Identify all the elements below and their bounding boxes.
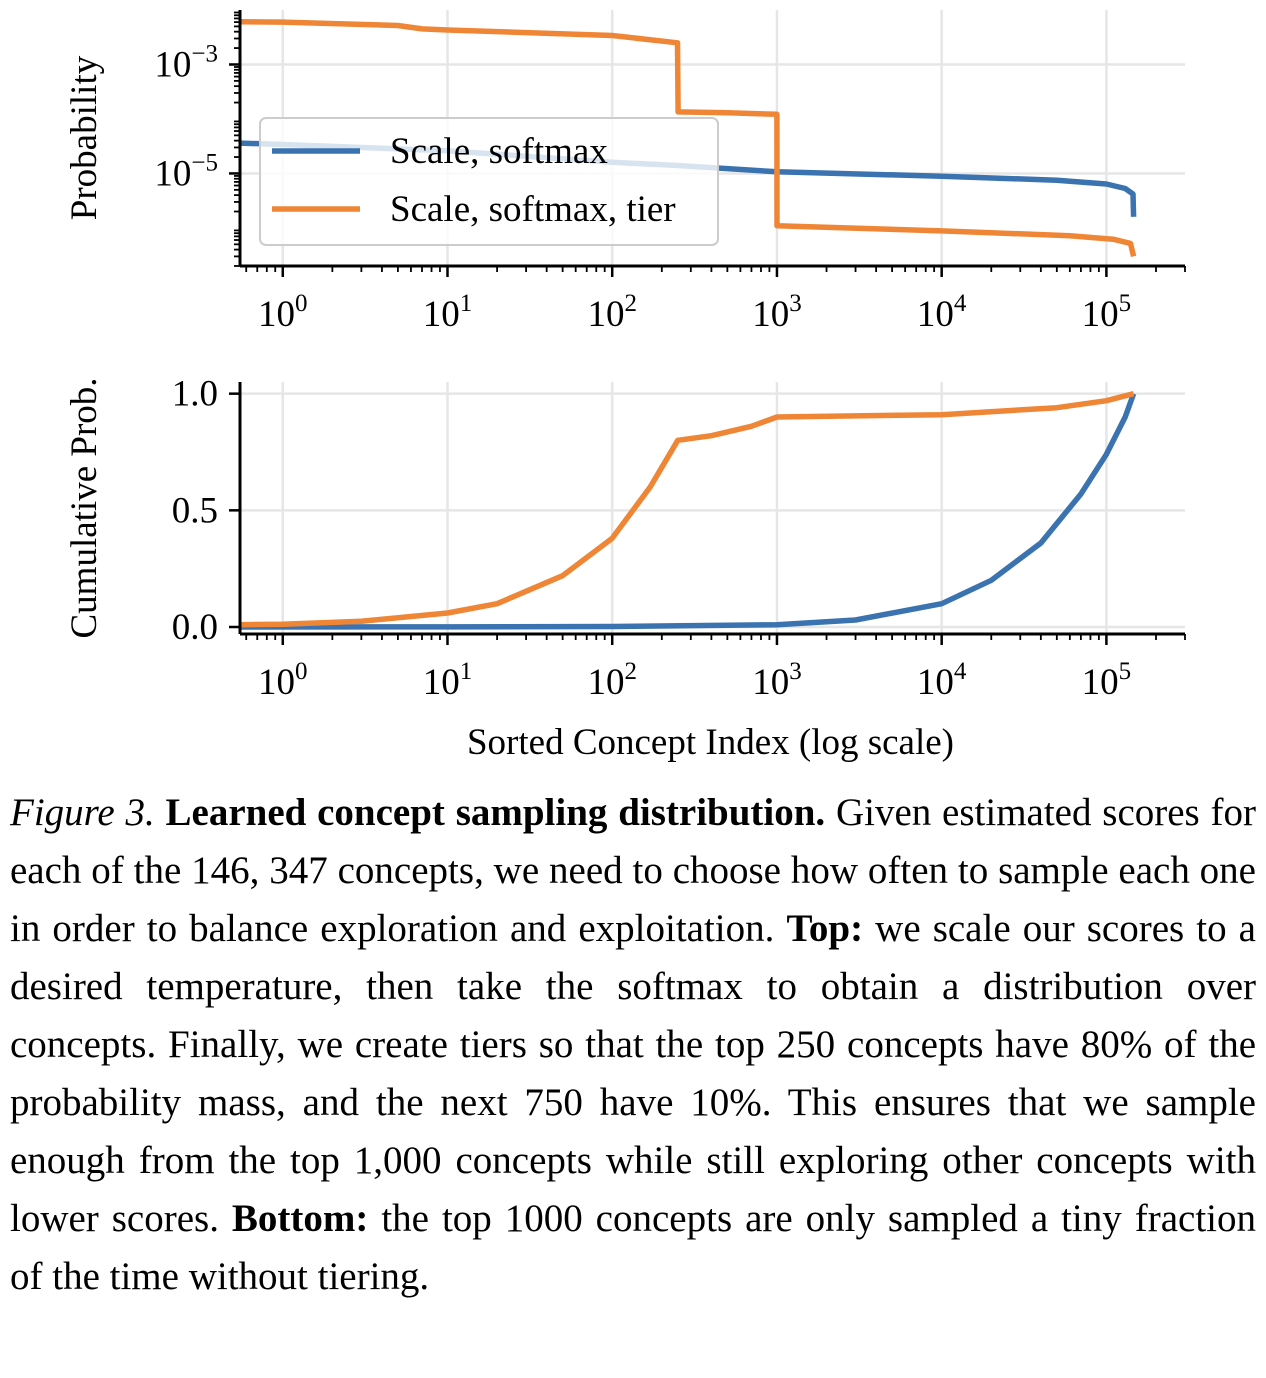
caption-bottom-label: Bottom: xyxy=(231,1197,369,1240)
figure-caption: Figure 3. Learned concept sampling distr… xyxy=(10,784,1256,1306)
legend-box xyxy=(259,117,719,246)
caption-figure-label: Figure 3. xyxy=(10,791,155,834)
x-tick-label: 100 xyxy=(258,290,308,335)
series-line-scale-softmax xyxy=(240,392,1137,630)
y-tick-label: 10−5 xyxy=(154,149,218,194)
x-tick-label: 104 xyxy=(917,290,967,335)
bottom-cumulative-chart: 100 101 102 103 104 105 0.0 0.5 1.0 Cumulative Pr… xyxy=(64,374,1186,763)
caption-intro-text: Given estimated scores for each of the 1… xyxy=(10,791,1256,950)
x-axis-label: Sorted Concept Index (log scale) xyxy=(467,722,954,763)
y-tick-label: 0.5 xyxy=(172,490,218,531)
x-tick-label: 102 xyxy=(587,290,637,335)
x-tick-label: 101 xyxy=(423,658,473,703)
caption-bottom-text: the top 1000 concepts are only sampled a… xyxy=(10,1197,1256,1298)
y-axis-label: Probability xyxy=(64,55,105,220)
caption-title: Learned concept sampling distribution. xyxy=(165,791,826,834)
x-tick-label: 104 xyxy=(917,658,967,703)
y-tick-label: 0.0 xyxy=(172,607,218,648)
y-tick-label: 1.0 xyxy=(172,374,218,415)
legend-label: Scale, softmax xyxy=(390,131,608,172)
top-probability-chart: 100 101 102 103 104 105 10−3 10−5 Probability Sca… xyxy=(64,10,1186,335)
y-axis-label: Cumulative Prob. xyxy=(64,377,105,638)
series-line-scale-softmax-tier xyxy=(240,391,1135,628)
legend-label: Scale, softmax, tier xyxy=(390,189,676,230)
x-tick-label: 103 xyxy=(752,658,802,703)
y-tick-label: 10−3 xyxy=(154,40,218,85)
x-tick-label: 105 xyxy=(1082,290,1132,335)
x-tick-label: 101 xyxy=(423,290,473,335)
x-tick-label: 105 xyxy=(1082,658,1132,703)
x-tick-label: 102 xyxy=(587,658,637,703)
series-line-scale-softmax-tier xyxy=(240,18,1137,258)
x-tick-label: 103 xyxy=(752,290,802,335)
caption-top-label: Top: xyxy=(786,907,864,950)
figure: 100 101 102 103 104 105 10−3 10−5 Probability Sca… xyxy=(64,10,1186,763)
caption-top-text: we scale our scores to a desired tempera… xyxy=(10,907,1256,1240)
x-tick-label: 100 xyxy=(258,658,308,703)
legend: Scale, softmax Scale, softmax, tier xyxy=(259,117,719,246)
